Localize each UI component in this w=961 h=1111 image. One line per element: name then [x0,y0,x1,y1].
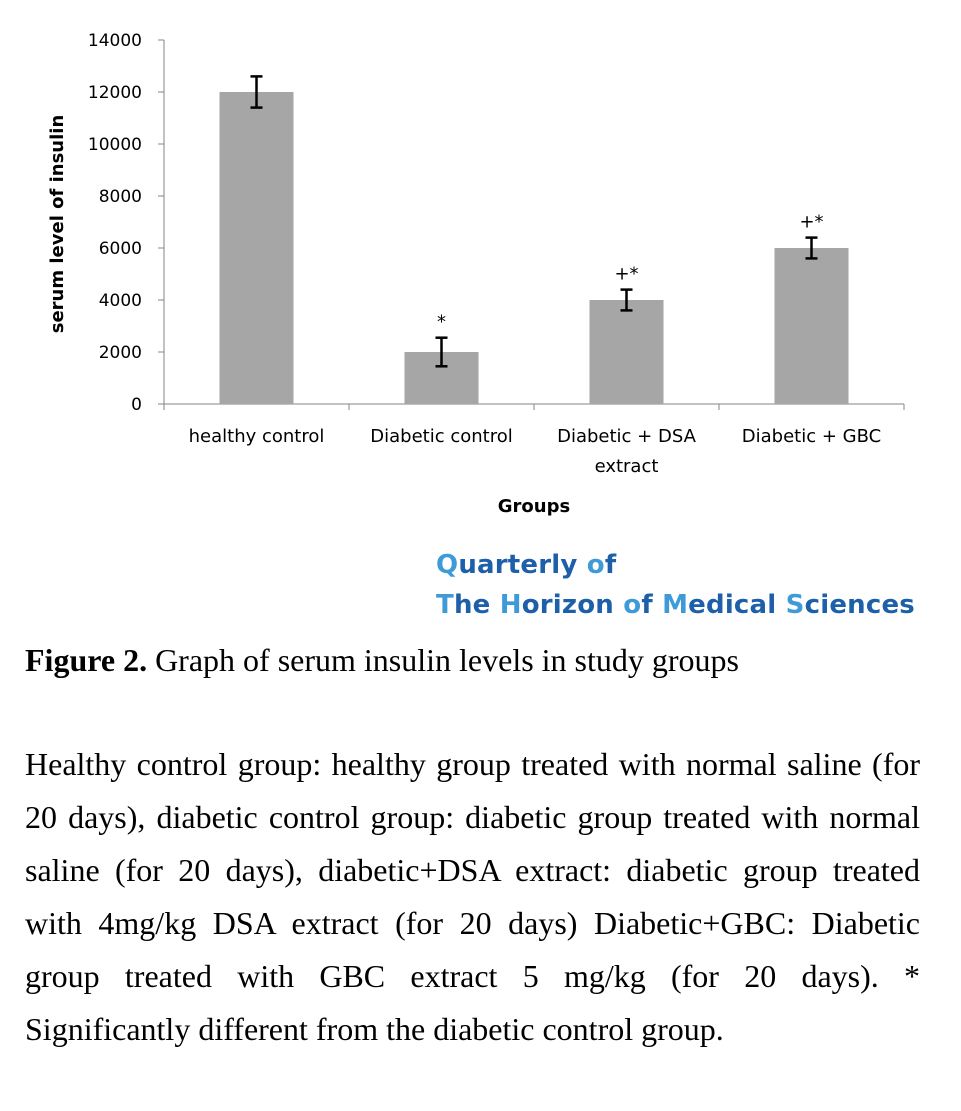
y-tick-label: 0 [131,395,142,415]
watermark-line-1: Quarterly of [436,550,617,580]
y-tick-label: 12000 [88,83,142,103]
bar [219,92,294,404]
category-label: Diabetic + GBC [742,426,881,447]
x-axis [163,403,905,410]
y-tick-label: 6000 [99,239,142,259]
y-axis: 0 2000 4000 6000 8000 10000 12000 14000 [88,31,165,415]
significance-mark: * [437,312,446,333]
bars [219,92,849,404]
category-label: healthy control [189,426,325,447]
bar-chart: 0 2000 4000 6000 8000 10000 12000 14000 * +* +* h… [47,31,905,517]
category-label: Diabetic + DSA [557,426,696,447]
error-bars [250,75,818,368]
category-labels: healthy control Diabetic control Diabetic … [189,426,882,477]
significance-mark: +* [799,212,823,233]
significance-mark: +* [614,264,638,285]
figure-caption: Figure 2. Graph of serum insulin levels … [25,642,925,679]
y-tick-label: 2000 [99,343,142,363]
y-tick-label: 14000 [88,31,142,51]
journal-watermark: Quarterly of The Horizon of Medical Scie… [436,545,936,625]
y-tick-label: 4000 [99,291,142,311]
bar [774,248,849,404]
category-label: Diabetic control [370,426,512,447]
bar [589,300,664,404]
category-label: extract [595,456,659,477]
x-axis-title: Groups [498,496,570,517]
figure-description: Healthy control group: healthy group tre… [25,746,920,1047]
watermark-line-2: The Horizon of Medical Sciences [436,590,915,620]
y-axis-title: serum level of insulin [47,115,68,334]
figure-title: Graph of serum insulin levels in study g… [155,642,739,678]
figure-number: Figure 2. [25,642,148,678]
significance-marks: * +* +* [437,212,824,333]
y-tick-label: 8000 [99,187,142,207]
y-tick-label: 10000 [88,135,142,155]
